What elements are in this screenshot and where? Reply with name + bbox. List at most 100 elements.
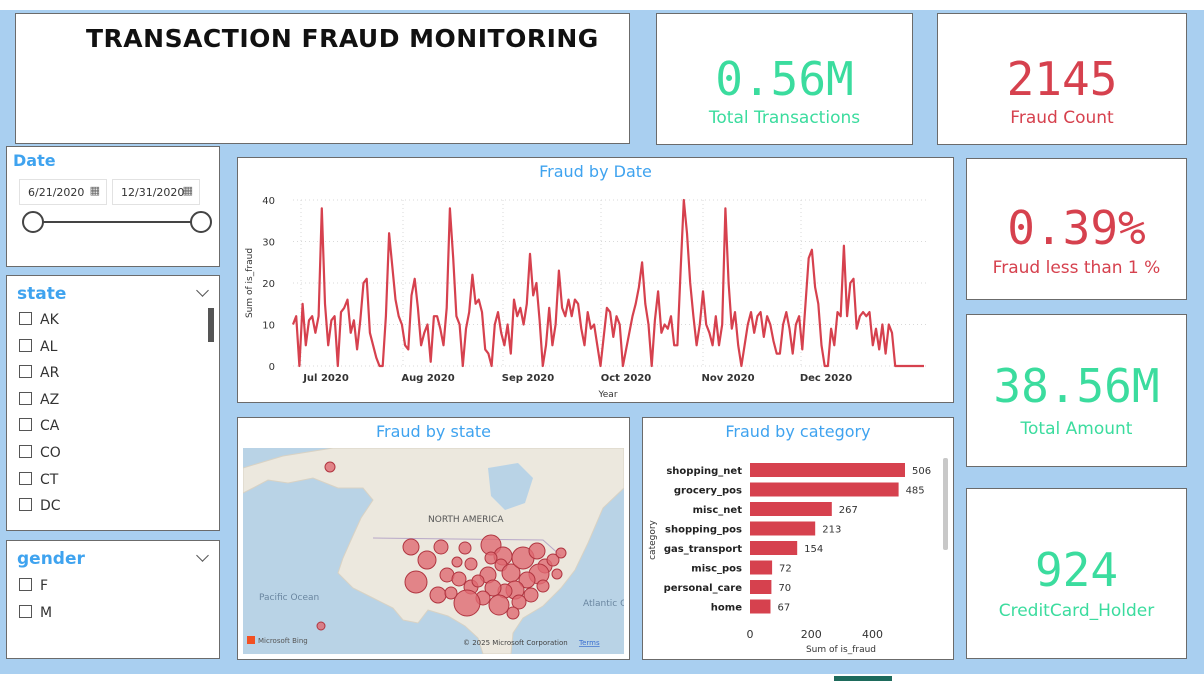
category-bar[interactable] <box>750 482 899 497</box>
kpi-cardholders: 924 CreditCard_Holder <box>966 488 1187 659</box>
slicer-option[interactable]: DC <box>19 498 61 514</box>
category-bar[interactable] <box>750 502 832 516</box>
end-date-input[interactable]: 12/31/2020 ▦ <box>112 179 200 205</box>
checkbox[interactable] <box>19 312 32 325</box>
state-bubble[interactable] <box>453 589 481 617</box>
state-bubble[interactable] <box>451 556 463 568</box>
slicer-option[interactable]: F <box>19 578 48 594</box>
bar-data-label: 70 <box>778 583 791 594</box>
map-terms-link[interactable]: Terms <box>578 639 600 647</box>
calendar-icon[interactable]: ▦ <box>89 184 100 197</box>
chevron-down-icon[interactable] <box>196 549 209 562</box>
state-bubble[interactable] <box>433 539 449 555</box>
category-bar[interactable] <box>750 560 773 575</box>
active-page-tab[interactable] <box>834 676 892 681</box>
country-border <box>372 537 562 557</box>
x-tick-label: Oct 2020 <box>601 373 652 384</box>
state-bubble[interactable] <box>417 550 437 570</box>
bar-data-label: 72 <box>779 564 792 575</box>
category-label: personal_care <box>664 583 743 594</box>
chevron-down-icon[interactable] <box>196 284 209 297</box>
state-bubble[interactable] <box>484 579 502 597</box>
chart-title: Fraud by Date <box>539 162 652 181</box>
slicer-option[interactable]: AK <box>19 312 59 328</box>
state-bubble[interactable] <box>429 586 447 604</box>
state-bubble[interactable] <box>536 579 550 593</box>
state-bubble[interactable] <box>464 557 478 571</box>
checkbox[interactable] <box>19 605 32 618</box>
checkbox[interactable] <box>19 391 32 405</box>
state-bubble[interactable] <box>444 586 458 600</box>
state-bubble[interactable] <box>324 461 336 473</box>
start-date-input[interactable]: 6/21/2020 ▦ <box>19 179 107 205</box>
state-bubble[interactable] <box>488 594 510 616</box>
state-bubble[interactable] <box>551 568 563 580</box>
state-scrollbar[interactable] <box>208 308 214 342</box>
map-label-pacific: Pacific Ocean <box>259 593 319 603</box>
x-tick-label: Jul 2020 <box>302 373 349 384</box>
slicer-option[interactable]: AZ <box>19 391 59 408</box>
fraud-by-date-chart: Fraud by Date 0 10 20 30 40 Jul 2020 Aug 2020 S… <box>237 157 954 403</box>
state-bubble[interactable] <box>404 570 428 594</box>
slicer-option[interactable]: CT <box>19 471 58 488</box>
state-bubble[interactable] <box>471 574 485 588</box>
slicer-option-label: CA <box>40 418 60 435</box>
state-slicer-title: state <box>17 284 67 304</box>
slicer-option[interactable]: AL <box>19 338 57 355</box>
checkbox[interactable] <box>19 338 32 352</box>
bar-data-label: 154 <box>804 544 823 555</box>
category-bar[interactable] <box>750 521 816 536</box>
state-bubble[interactable] <box>458 541 472 555</box>
bar-data-label: 67 <box>778 603 791 614</box>
x-tick-label: Nov 2020 <box>701 373 754 384</box>
checkbox[interactable] <box>19 498 32 512</box>
map-svg[interactable]: NORTH AMERICA Pacific Ocean Atlantic C M… <box>243 448 624 654</box>
bar-data-label: 267 <box>839 505 858 516</box>
state-bubble[interactable] <box>316 621 326 631</box>
kpi-value: 2145 <box>1006 52 1118 106</box>
checkbox[interactable] <box>19 578 32 591</box>
category-bar[interactable] <box>750 463 905 477</box>
chart-title: Fraud by category <box>725 422 871 441</box>
category-label: home <box>711 603 742 614</box>
category-label: grocery_pos <box>674 486 742 497</box>
state-bubble[interactable] <box>402 538 420 556</box>
state-bubble[interactable] <box>528 542 546 560</box>
state-bubble[interactable] <box>506 606 520 620</box>
slicer-option[interactable]: M <box>19 605 52 621</box>
y-axis-label: category <box>648 519 658 559</box>
map-label-atlantic: Atlantic C <box>583 599 624 609</box>
fraud-series-line[interactable] <box>291 198 924 368</box>
slicer-option[interactable]: AR <box>19 365 59 381</box>
date-range-end-handle[interactable] <box>190 211 212 233</box>
end-date-value: 12/31/2020 <box>121 186 185 199</box>
bar-data-label: 485 <box>906 486 925 497</box>
kpi-total-transactions: 0.56M Total Transactions <box>656 13 913 145</box>
y-tick-label: 20 <box>262 279 275 290</box>
checkbox[interactable] <box>19 445 32 458</box>
kpi-label: Fraud Count <box>1010 108 1114 128</box>
checkbox[interactable] <box>19 365 32 379</box>
category-bar[interactable] <box>750 541 798 555</box>
calendar-icon[interactable]: ▦ <box>182 184 193 197</box>
start-date-value: 6/21/2020 <box>28 186 85 199</box>
checkbox[interactable] <box>19 471 32 485</box>
category-scrollbar[interactable] <box>943 458 948 550</box>
state-bubble[interactable] <box>518 571 536 589</box>
slicer-option-label: M <box>40 605 53 621</box>
state-bubble[interactable] <box>484 551 498 565</box>
state-bubble[interactable] <box>546 553 560 567</box>
state-bubble[interactable] <box>511 594 527 610</box>
checkbox[interactable] <box>19 418 32 432</box>
category-label: misc_pos <box>691 564 742 575</box>
x-tick-label: 400 <box>862 628 883 641</box>
slicer-option[interactable]: CO <box>19 445 61 461</box>
state-bubble[interactable] <box>555 547 567 559</box>
category-bar[interactable] <box>750 580 772 594</box>
category-bar[interactable] <box>750 599 771 614</box>
state-bubble[interactable] <box>451 571 467 587</box>
date-range-start-handle[interactable] <box>22 211 44 233</box>
kpi-value: 924 <box>1034 543 1119 597</box>
state-bubble[interactable] <box>523 587 539 603</box>
slicer-option[interactable]: CA <box>19 418 59 434</box>
